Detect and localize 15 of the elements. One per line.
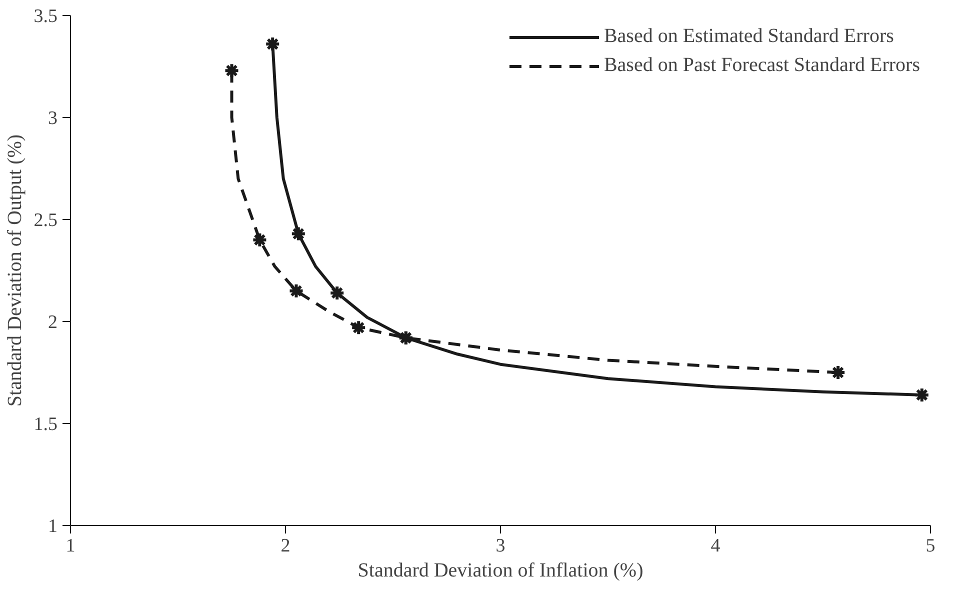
y-tick-label: 1	[48, 516, 58, 537]
y-axis-title: Standard Deviation of Output (%)	[4, 134, 26, 407]
x-axis-title: Standard Deviation of Inflation (%)	[358, 560, 644, 582]
y-tick-label: 2.5	[34, 210, 58, 231]
y-tick-label: 1.5	[34, 414, 58, 435]
y-tick-label: 3.5	[34, 6, 58, 27]
x-tick-label: 3	[496, 536, 506, 556]
x-tick-label: 2	[280, 536, 290, 556]
y-tick-label: 3	[48, 108, 58, 129]
x-tick-label: 5	[926, 536, 936, 556]
legend-label: Based on Estimated Standard Errors	[604, 25, 894, 48]
y-tick-label: 2	[48, 312, 58, 333]
x-tick-label: 4	[710, 536, 721, 556]
legend-label: Based on Past Forecast Standard Errors	[604, 54, 920, 77]
x-tick-label: 1	[66, 536, 76, 556]
